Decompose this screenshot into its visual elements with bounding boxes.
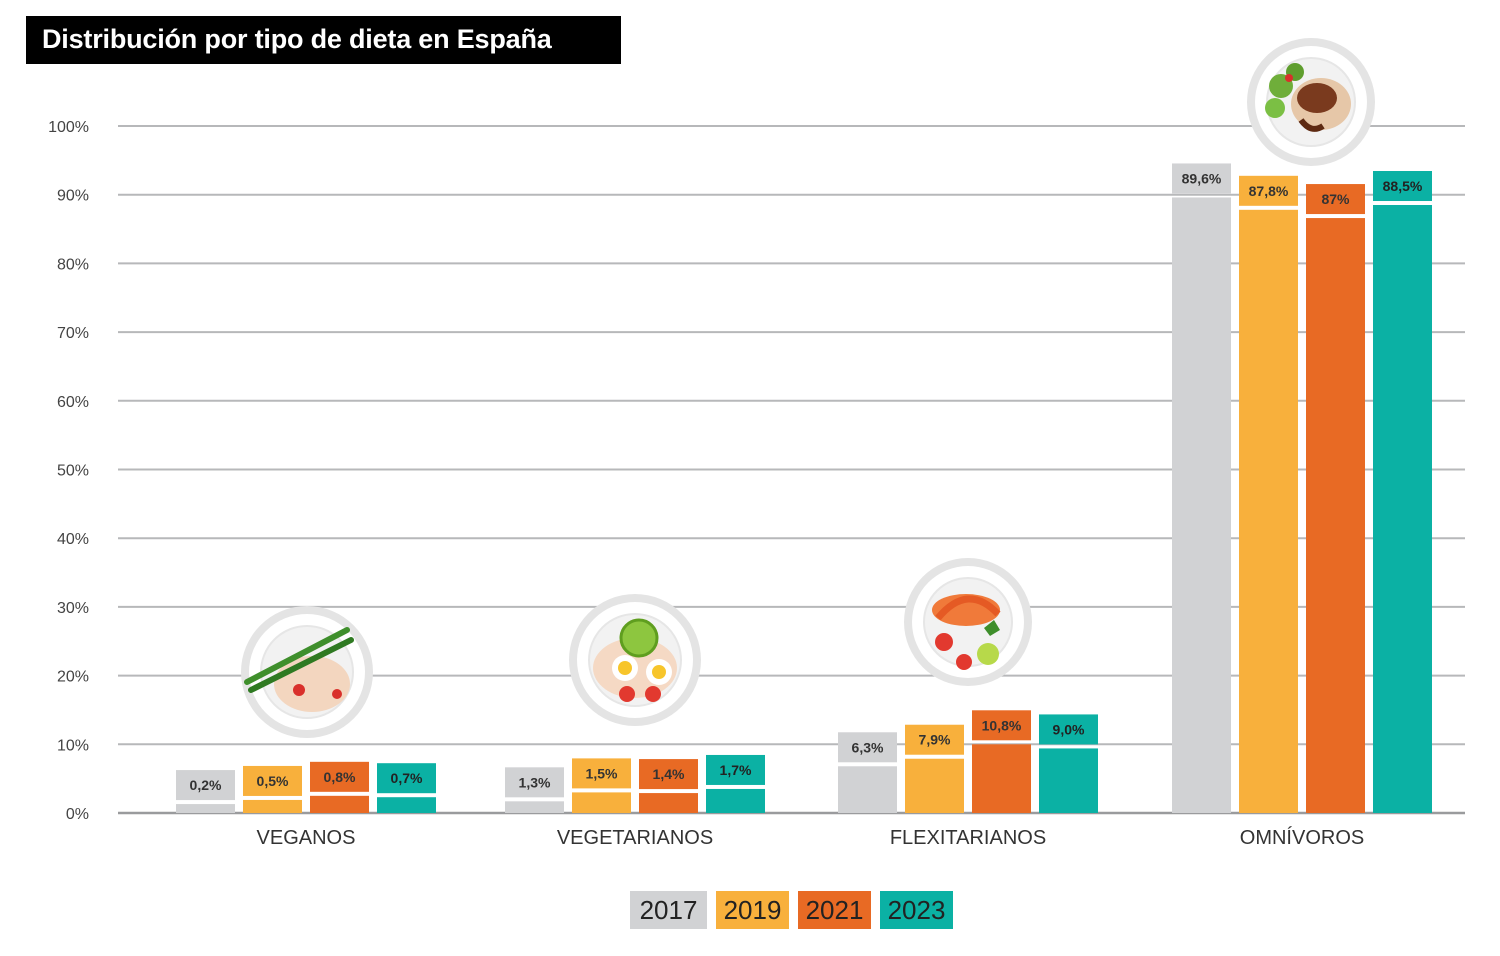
y-tick-label: 60% [57,394,89,411]
x-tick-label: OMNÍVOROS [1240,826,1364,849]
omnivore-dish-icon [1247,38,1375,166]
chart-title-box: Distribución por tipo de dieta en España [26,16,621,64]
value-tag-2023-3 [1373,171,1432,202]
value-tag-2019-3 [1239,175,1298,206]
bar-2023-3 [1373,205,1432,813]
value-tag-2021-2 [972,710,1031,741]
data-label: 1,3% [519,774,551,790]
data-label: 0,5% [257,773,289,789]
bar-2019-1 [572,792,631,813]
data-label: 88,5% [1383,178,1423,194]
value-tag-2021-0 [310,761,369,792]
legend-item-2019: 2019 [716,891,789,929]
x-tick-label: VEGETARIANOS [557,827,713,849]
value-tag-2023-0 [377,763,436,794]
data-label: 1,4% [653,766,685,782]
value-tag-2023-2 [1039,714,1098,745]
y-tick-label: 10% [57,737,89,754]
data-label: 7,9% [919,732,951,748]
bar-2023-0 [377,797,436,813]
legend-item-2017: 2017 [630,891,707,929]
data-label: 10,8% [982,717,1022,733]
data-label: 0,2% [190,777,222,793]
x-tick-label: FLEXITARIANOS [890,827,1046,849]
y-tick-label: 100% [48,119,89,136]
legend-item-2021: 2021 [798,891,871,929]
bar-2021-1 [639,793,698,813]
bar-2021-3 [1306,218,1365,814]
bar-2019-3 [1239,209,1298,814]
y-tick-label: 70% [57,325,89,342]
y-tick-label: 20% [57,669,89,686]
bar-2017-0 [176,804,235,813]
y-tick-label: 30% [57,600,89,617]
data-label: 87,8% [1249,183,1289,199]
value-tag-2017-2 [838,732,897,763]
bar-2017-1 [505,801,564,813]
flexitarian-dish-icon [904,558,1032,686]
data-label: 1,7% [720,762,752,778]
value-tag-2021-3 [1306,184,1365,215]
value-tag-2019-2 [905,724,964,755]
x-tick-label: VEGANOS [257,827,356,849]
vegan-dish-icon [241,606,373,738]
y-tick-label: 50% [57,463,89,480]
bar-2023-2 [1039,748,1098,813]
value-tag-2021-1 [639,759,698,790]
data-label: 87% [1321,191,1350,207]
legend: 2017 2019 2021 2023 [630,891,953,929]
chart-title: Distribución por tipo de dieta en España [42,24,552,54]
data-label: 1,5% [586,765,618,781]
bar-2017-3 [1172,197,1231,813]
data-label: 89,6% [1182,170,1222,186]
data-label: 6,3% [852,739,884,755]
value-tag-2017-3 [1172,163,1231,194]
y-tick-label: 80% [57,256,89,273]
bar-2019-0 [243,799,302,813]
value-tag-2017-0 [176,770,235,801]
data-label: 0,7% [391,770,423,786]
legend-item-2023: 2023 [880,891,953,929]
data-label: 0,8% [324,769,356,785]
bar-2021-2 [972,744,1031,813]
y-tick-label: 40% [57,531,89,548]
value-tag-2017-1 [505,767,564,798]
y-tick-label: 0% [66,806,89,823]
bar-2023-1 [706,788,765,813]
value-tag-2019-0 [243,765,302,796]
bar-2019-2 [905,758,964,813]
value-tag-2019-1 [572,758,631,789]
y-tick-label: 90% [57,188,89,205]
bar-2021-0 [310,795,369,813]
vegetarian-dish-icon [569,594,701,726]
value-tag-2023-1 [706,754,765,785]
data-label: 9,0% [1053,721,1085,737]
bar-2017-2 [838,766,897,813]
